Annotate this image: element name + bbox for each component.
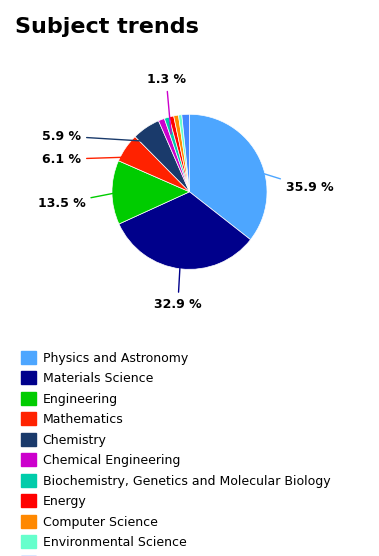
Text: 13.5 %: 13.5 % <box>38 190 128 210</box>
Wedge shape <box>135 121 190 192</box>
Text: 6.1 %: 6.1 % <box>42 153 141 166</box>
Wedge shape <box>169 116 190 192</box>
Wedge shape <box>119 137 190 192</box>
Text: 32.9 %: 32.9 % <box>154 252 202 311</box>
Wedge shape <box>112 161 190 224</box>
Wedge shape <box>164 117 190 192</box>
Wedge shape <box>179 115 190 192</box>
Legend: Physics and Astronomy, Materials Science, Engineering, Mathematics, Chemistry, C: Physics and Astronomy, Materials Science… <box>21 351 330 556</box>
Text: 1.3 %: 1.3 % <box>147 73 186 134</box>
Text: Subject trends: Subject trends <box>15 17 199 37</box>
Wedge shape <box>119 192 251 269</box>
Wedge shape <box>190 115 267 240</box>
Text: 35.9 %: 35.9 % <box>245 168 334 195</box>
Text: 5.9 %: 5.9 % <box>42 130 157 142</box>
Wedge shape <box>182 115 190 192</box>
Wedge shape <box>158 118 190 192</box>
Wedge shape <box>174 115 190 192</box>
